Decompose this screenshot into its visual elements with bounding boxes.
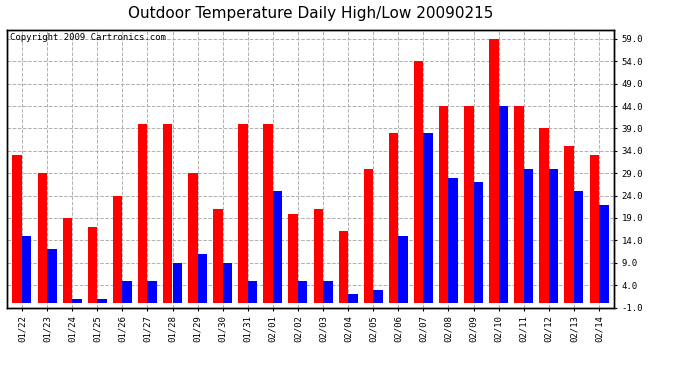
Bar — [348, 294, 357, 303]
Bar — [549, 169, 558, 303]
Bar — [339, 231, 348, 303]
Bar — [599, 204, 609, 303]
Bar — [473, 182, 483, 303]
Bar — [47, 249, 57, 303]
Bar — [223, 263, 233, 303]
Bar — [63, 218, 72, 303]
Bar — [197, 254, 207, 303]
Bar — [414, 62, 424, 303]
Bar — [564, 146, 574, 303]
Bar — [424, 133, 433, 303]
Bar — [499, 106, 509, 303]
Bar — [589, 155, 599, 303]
Bar — [264, 124, 273, 303]
Bar — [388, 133, 398, 303]
Bar — [364, 169, 373, 303]
Bar — [138, 124, 148, 303]
Bar — [448, 178, 458, 303]
Bar — [540, 129, 549, 303]
Bar — [12, 155, 22, 303]
Bar — [88, 227, 97, 303]
Bar — [163, 124, 172, 303]
Bar — [489, 39, 499, 303]
Bar — [464, 106, 473, 303]
Bar — [323, 280, 333, 303]
Bar — [524, 169, 533, 303]
Bar — [273, 191, 282, 303]
Bar — [574, 191, 584, 303]
Bar — [122, 280, 132, 303]
Bar — [37, 173, 47, 303]
Bar — [172, 263, 182, 303]
Bar — [298, 280, 308, 303]
Bar — [97, 298, 107, 303]
Bar — [148, 280, 157, 303]
Bar — [288, 213, 298, 303]
Bar — [439, 106, 449, 303]
Bar — [248, 280, 257, 303]
Bar — [514, 106, 524, 303]
Bar — [398, 236, 408, 303]
Text: Outdoor Temperature Daily High/Low 20090215: Outdoor Temperature Daily High/Low 20090… — [128, 6, 493, 21]
Bar — [22, 236, 32, 303]
Bar — [373, 290, 383, 303]
Bar — [238, 124, 248, 303]
Bar — [313, 209, 323, 303]
Text: Copyright 2009 Cartronics.com: Copyright 2009 Cartronics.com — [10, 33, 166, 42]
Bar — [188, 173, 197, 303]
Bar — [72, 298, 81, 303]
Bar — [112, 196, 122, 303]
Bar — [213, 209, 223, 303]
